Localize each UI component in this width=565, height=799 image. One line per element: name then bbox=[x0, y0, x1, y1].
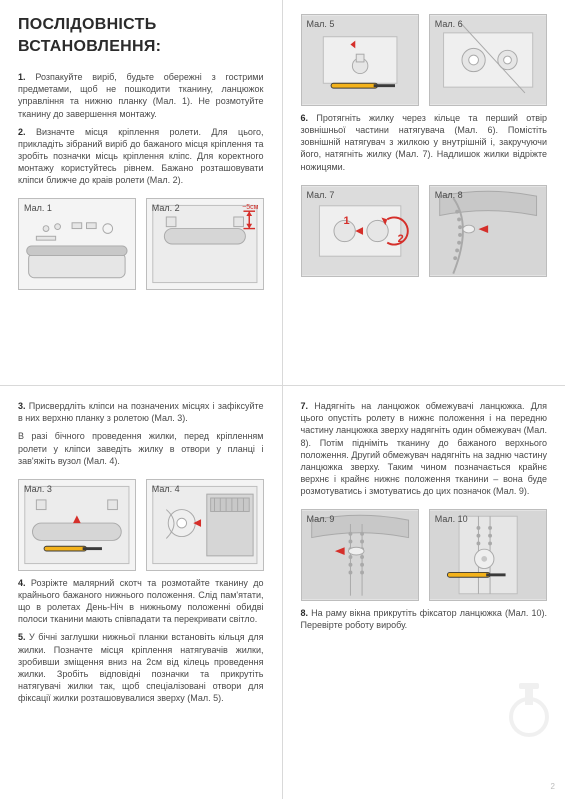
figure-3: Мал. 3 bbox=[18, 479, 136, 571]
figure-10: Мал. 10 bbox=[429, 509, 547, 601]
figure-7: Мал. 7 1 2 bbox=[301, 185, 419, 277]
figure-4-label: Мал. 4 bbox=[152, 483, 180, 495]
figure-10-label: Мал. 10 bbox=[435, 513, 468, 525]
step-1: 1. Розпакуйте виріб, будьте обережні з г… bbox=[18, 71, 264, 120]
step-8: 8. На раму вікна прикрутіть фіксатор лан… bbox=[301, 607, 548, 631]
step-5: 5. У бічні заглушки нижньої планки встан… bbox=[18, 631, 264, 704]
figure-7-callout-2: 2 bbox=[398, 232, 404, 247]
figure-8: Мал. 8 bbox=[429, 185, 547, 277]
figure-9: Мал. 9 bbox=[301, 509, 419, 601]
figure-6: Мал. 6 bbox=[429, 14, 547, 106]
figure-1-label: Мал. 1 bbox=[24, 202, 52, 214]
figure-1: Мал. 1 bbox=[18, 198, 136, 290]
figure-2-label: Мал. 2 bbox=[152, 202, 180, 214]
figure-2-dim: ~5см bbox=[242, 203, 258, 212]
figure-5: Мал. 5 bbox=[301, 14, 419, 106]
step-3: 3. Присвердліть кліпси на позначених міс… bbox=[18, 400, 264, 424]
figure-6-label: Мал. 6 bbox=[435, 18, 463, 30]
step-3b: В разі бічного проведення жилки, перед к… bbox=[18, 430, 264, 466]
figure-3-label: Мал. 3 bbox=[24, 483, 52, 495]
figure-2: Мал. 2 ~5см bbox=[146, 198, 264, 290]
figure-7-label: Мал. 7 bbox=[307, 189, 335, 201]
step-4: 4. Розріжте малярний скотч та розмотайте… bbox=[18, 577, 264, 626]
figure-9-label: Мал. 9 bbox=[307, 513, 335, 525]
figure-7-callout-1: 1 bbox=[344, 214, 350, 229]
watermark-icon bbox=[499, 679, 559, 739]
step-6: 6. Протягніть жилку через кільце та перш… bbox=[301, 112, 548, 173]
page-title: ПОСЛІДОВНІСТЬ ВСТАНОВЛЕННЯ: bbox=[18, 14, 264, 57]
page-number: 2 bbox=[551, 782, 555, 793]
step-7: 7. Надягніть на ланцюжок обмежувачі ланц… bbox=[301, 400, 548, 497]
figure-4: Мал. 4 bbox=[146, 479, 264, 571]
figure-8-label: Мал. 8 bbox=[435, 189, 463, 201]
step-2: 2. Визначте місця кріплення ролети. Для … bbox=[18, 126, 264, 187]
figure-5-label: Мал. 5 bbox=[307, 18, 335, 30]
